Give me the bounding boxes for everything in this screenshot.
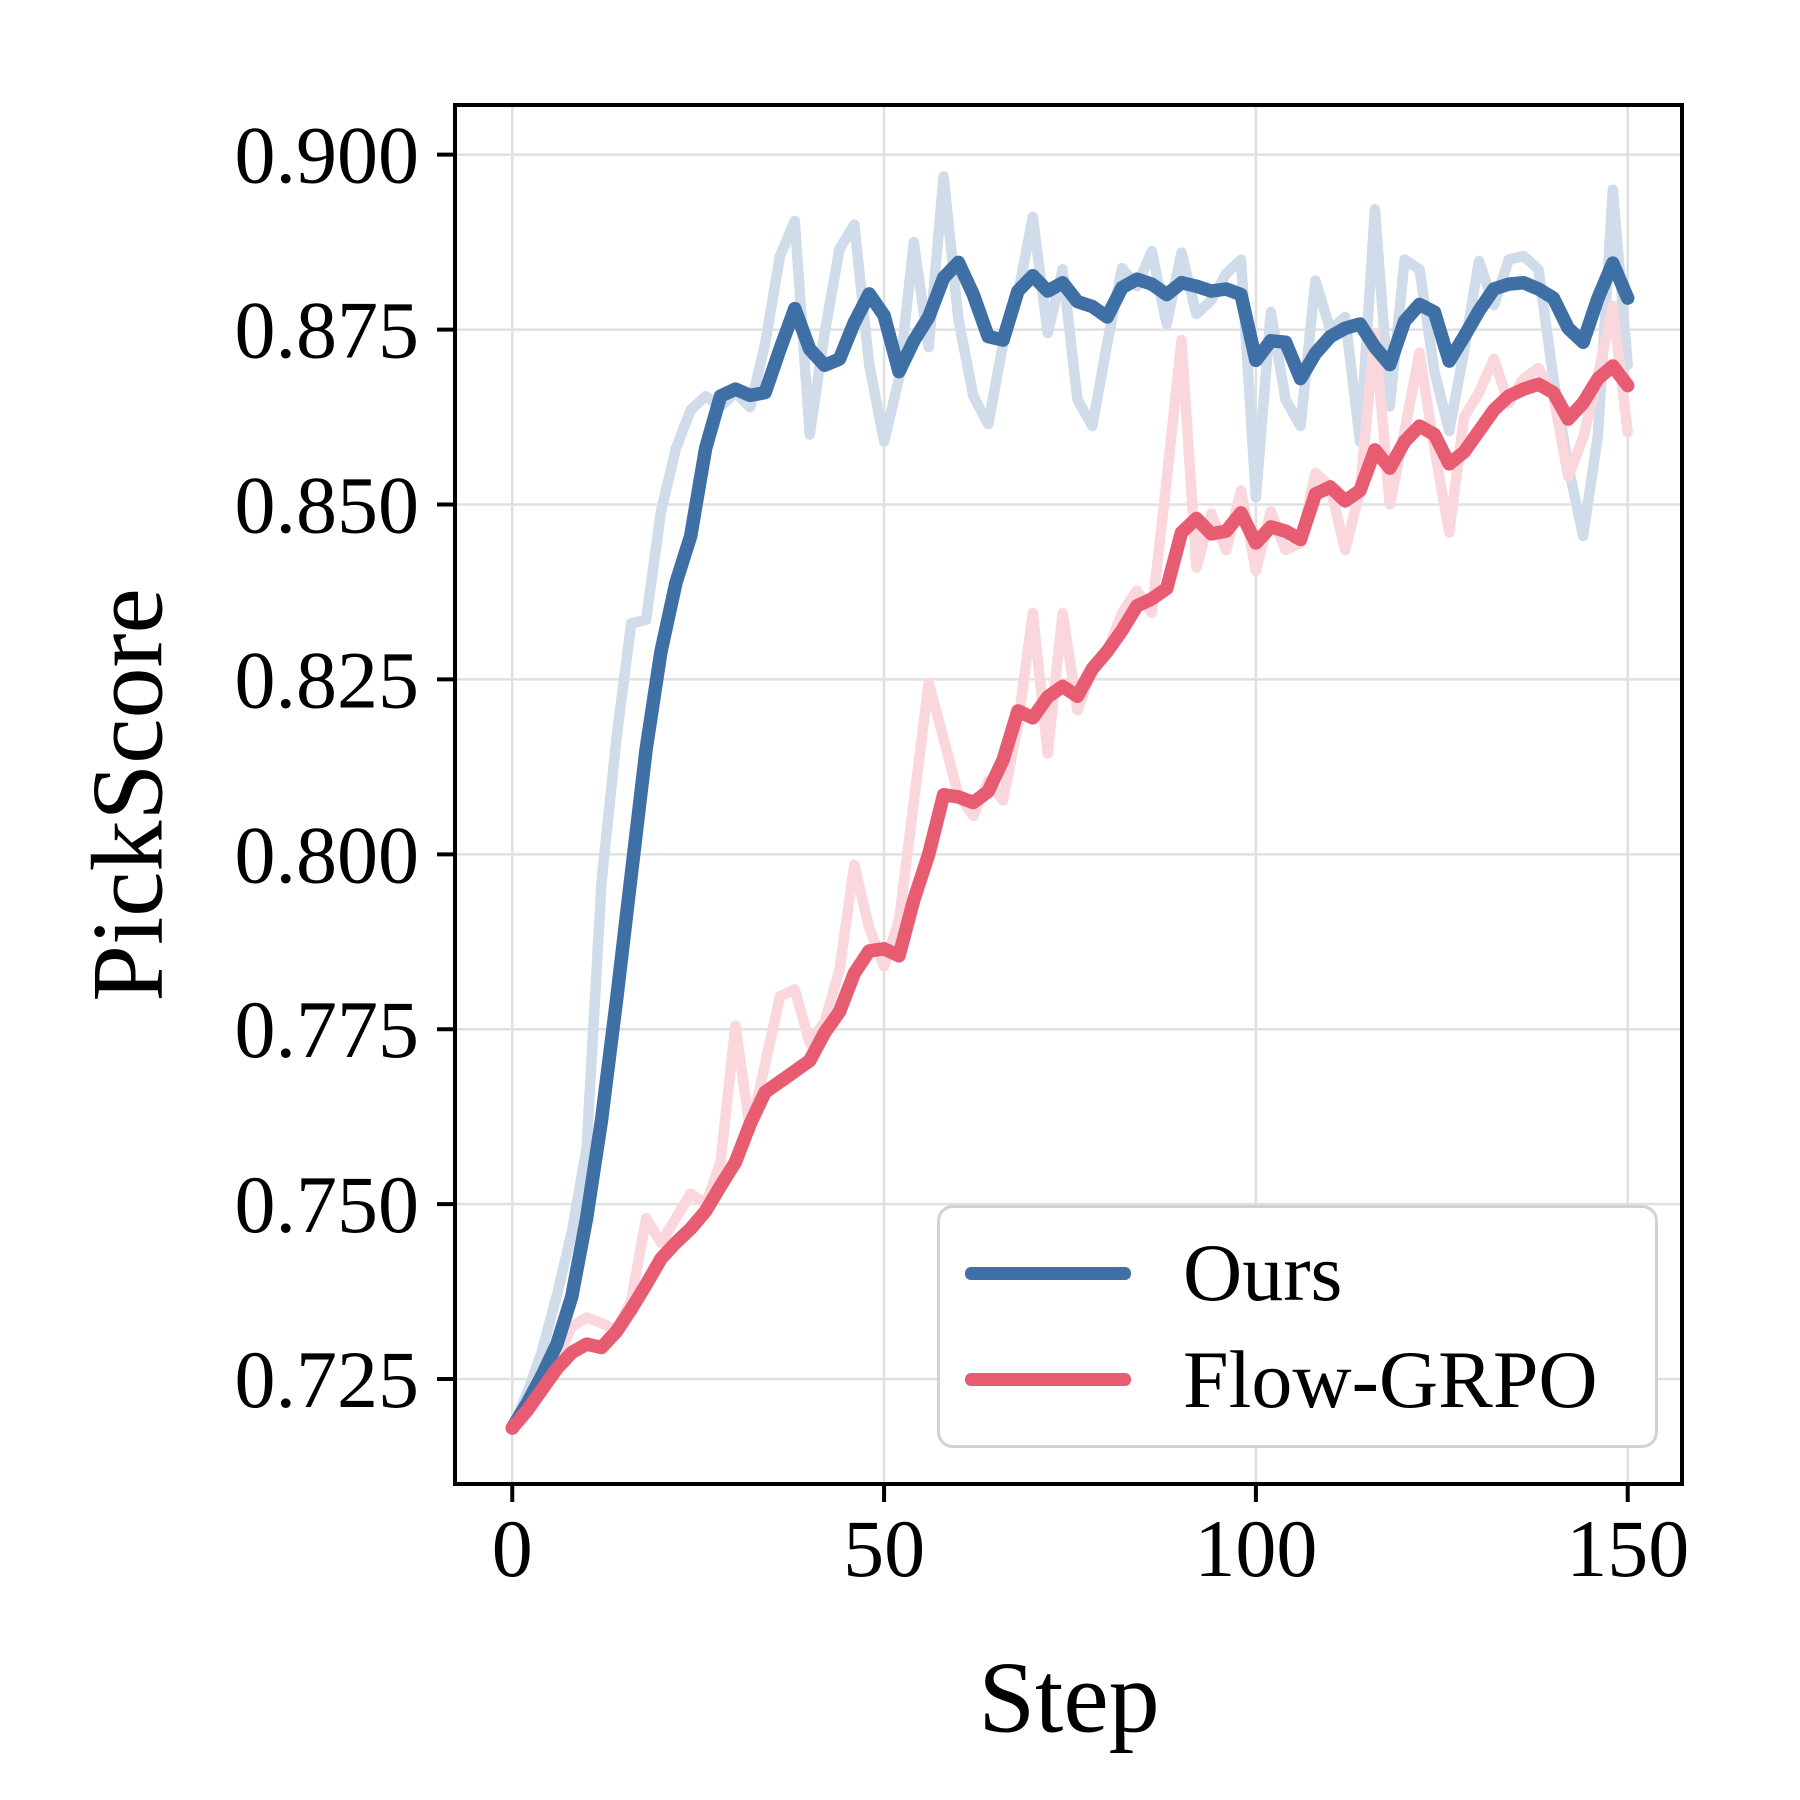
x-tick-label: 100 (1194, 1503, 1317, 1594)
y-tick-label: 0.775 (235, 984, 420, 1075)
legend-entry-flow-grpo: Flow-GRPO (965, 1333, 1655, 1425)
legend-label-ours: Ours (1183, 1227, 1343, 1319)
y-axis-title: PickScore (71, 588, 185, 1002)
flow-grpo-line-swatch (965, 1373, 1131, 1387)
axes-spines (453, 103, 1684, 1486)
y-tick-label: 0.825 (235, 634, 420, 725)
series-line-flow-grpo (505, 359, 1635, 1435)
series-line-ours-raw (507, 171, 1633, 1434)
ours-line-swatch (965, 1266, 1131, 1280)
y-tick-label: 0.900 (235, 110, 420, 201)
series-line-flow-grpo-raw (507, 300, 1633, 1434)
legend: Ours Flow-GRPO (937, 1205, 1658, 1448)
x-tick-label: 150 (1566, 1503, 1689, 1594)
x-axis-title: Step (978, 1641, 1160, 1755)
y-tick-label: 0.850 (235, 459, 420, 550)
y-tick-label: 0.725 (235, 1334, 420, 1425)
series-line-ours (505, 255, 1635, 1435)
y-tick-label: 0.875 (235, 285, 420, 376)
legend-label-flow-grpo: Flow-GRPO (1183, 1333, 1598, 1425)
y-tick-label: 0.750 (235, 1159, 420, 1250)
x-tick-label: 0 (492, 1503, 533, 1594)
x-tick-label: 50 (843, 1503, 925, 1594)
legend-entry-ours: Ours (965, 1232, 1655, 1314)
y-tick-label: 0.800 (235, 809, 420, 900)
